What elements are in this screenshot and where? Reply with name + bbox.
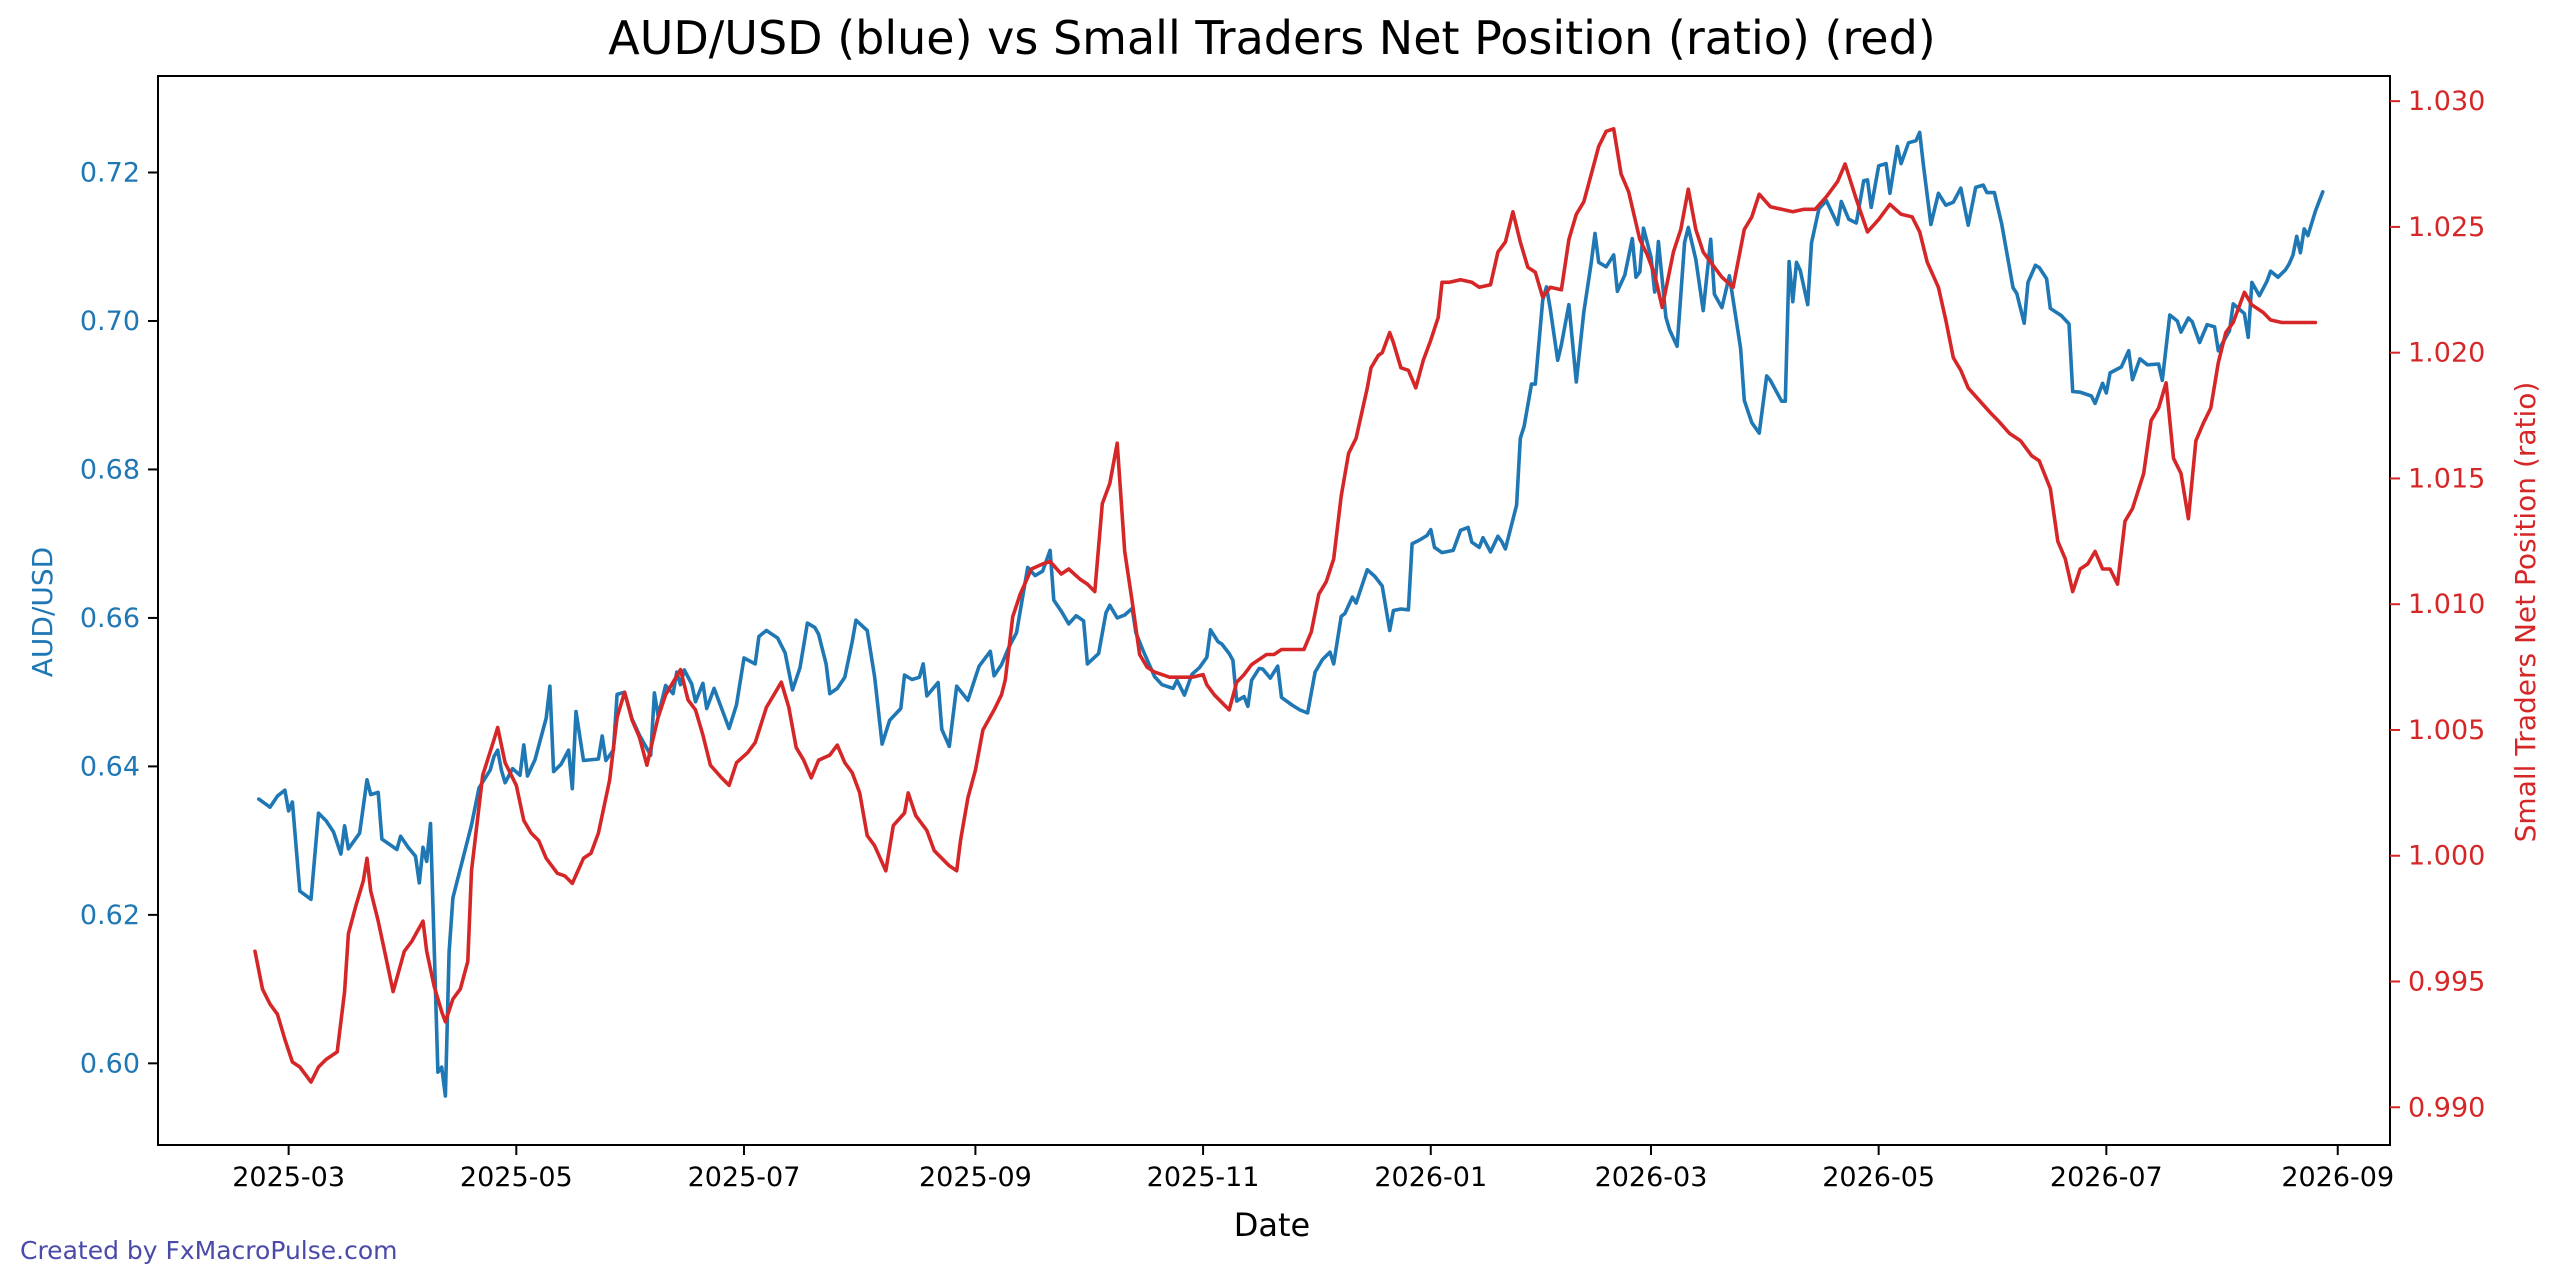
left-y-tick-label: 0.62 xyxy=(80,900,140,931)
x-tick-label: 2025-11 xyxy=(1147,1162,1260,1193)
small-traders-line xyxy=(253,127,2318,1084)
right-y-tick-label: 0.995 xyxy=(2408,967,2485,998)
left-y-tick-label: 0.72 xyxy=(80,158,140,189)
audusd-line xyxy=(257,130,2325,1098)
x-tick-label: 2025-07 xyxy=(688,1162,801,1193)
left-y-axis-label: AUD/USD xyxy=(26,547,59,677)
right-y-tick-label: 0.990 xyxy=(2408,1092,2485,1123)
plot-frame xyxy=(157,75,2391,1146)
right-y-tick-label: 1.025 xyxy=(2408,212,2485,243)
left-y-tick-label: 0.68 xyxy=(80,454,140,485)
left-y-tick-label: 0.66 xyxy=(80,603,140,634)
right-y-tick-label: 1.015 xyxy=(2408,463,2485,494)
x-tick-label: 2025-09 xyxy=(919,1162,1032,1193)
left-y-tick-label: 0.64 xyxy=(80,751,140,782)
right-y-tick-label: 1.010 xyxy=(2408,589,2485,620)
x-tick-label: 2025-05 xyxy=(460,1162,573,1193)
chart-title: AUD/USD (blue) vs Small Traders Net Posi… xyxy=(608,11,1936,65)
left-y-tick-label: 0.70 xyxy=(80,306,140,337)
x-tick-label: 2026-09 xyxy=(2281,1162,2394,1193)
x-tick-label: 2026-07 xyxy=(2050,1162,2163,1193)
right-y-axis-label: Small Traders Net Position (ratio) xyxy=(2509,382,2542,843)
credit-text: Created by FxMacroPulse.com xyxy=(20,1236,398,1265)
right-y-tick-label: 1.020 xyxy=(2408,338,2485,369)
left-y-tick-label: 0.60 xyxy=(80,1048,140,1079)
right-y-tick-label: 1.030 xyxy=(2408,86,2485,117)
x-tick-label: 2025-03 xyxy=(232,1162,345,1193)
x-tick-label: 2026-03 xyxy=(1595,1162,1708,1193)
x-axis-label: Date xyxy=(1234,1206,1310,1244)
plot-area: 2025-03 2025-05 2025-07 2025-09 2025-11 2026-… xyxy=(80,75,2485,1193)
right-y-tick-label: 1.005 xyxy=(2408,715,2485,746)
x-tick-label: 2026-01 xyxy=(1374,1162,1487,1193)
x-tick-label: 2026-05 xyxy=(1822,1162,1935,1193)
right-y-tick-label: 1.000 xyxy=(2408,841,2485,872)
